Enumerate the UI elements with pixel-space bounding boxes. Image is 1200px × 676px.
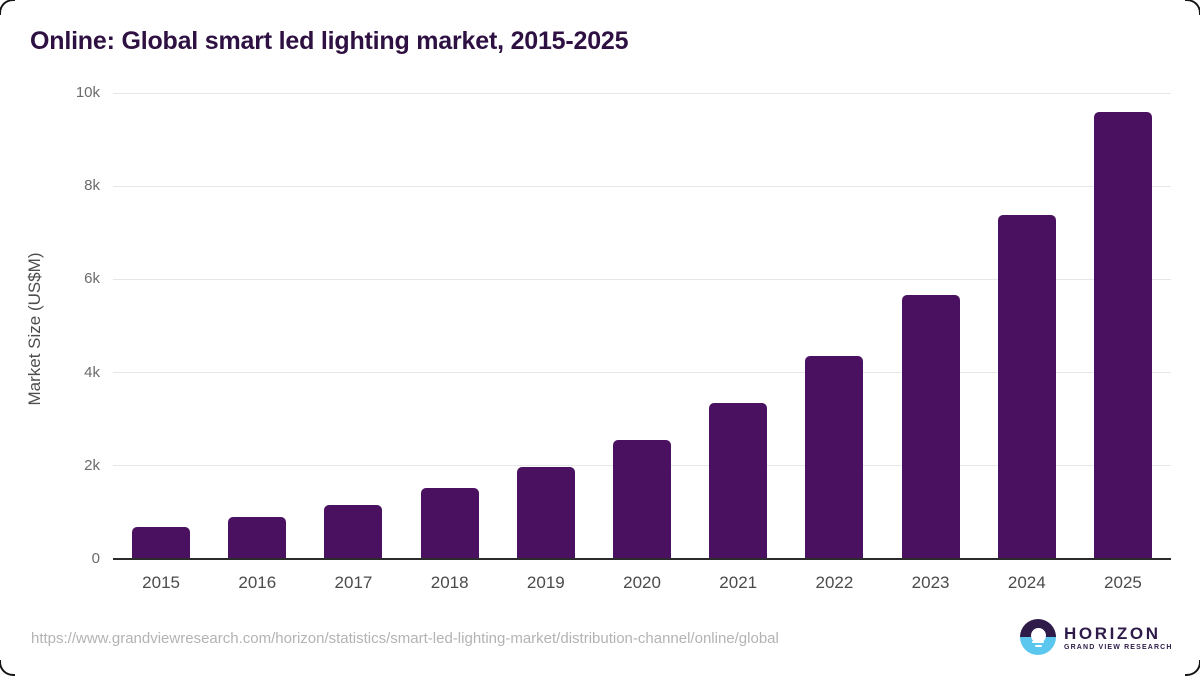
x-tick-label: 2021 bbox=[719, 573, 758, 592]
horizon-logo: HORIZON GRAND VIEW RESEARCH bbox=[1020, 619, 1173, 655]
screenshot-corner-bottom-right bbox=[1185, 660, 1200, 676]
y-tick-label: 4k bbox=[84, 363, 100, 381]
x-tick-label: 2016 bbox=[238, 573, 277, 592]
y-tick-label: 0 bbox=[91, 550, 100, 567]
x-tick-label: 2020 bbox=[623, 573, 661, 592]
bar bbox=[613, 439, 671, 559]
x-tick-label: 2017 bbox=[334, 573, 373, 592]
y-tick-label: 8k bbox=[84, 177, 100, 195]
logo-text: HORIZON GRAND VIEW RESEARCH bbox=[1064, 624, 1173, 651]
x-tick-label: 2018 bbox=[430, 573, 469, 592]
y-tick-label: 2k bbox=[84, 456, 100, 474]
bar bbox=[324, 504, 383, 559]
bar bbox=[132, 526, 191, 559]
x-axis-line bbox=[113, 558, 1171, 560]
grid-line bbox=[113, 185, 1171, 187]
horizon-sunset-icon bbox=[1020, 619, 1056, 655]
reflection-line-2 bbox=[1034, 645, 1042, 648]
page-title: Online: Global smart led lighting market… bbox=[30, 27, 629, 55]
x-tick-label: 2022 bbox=[815, 573, 854, 592]
logo-brand: HORIZON bbox=[1064, 623, 1161, 643]
x-tick-label: 2015 bbox=[142, 573, 180, 592]
bar bbox=[228, 517, 287, 559]
grid-line bbox=[113, 372, 1171, 374]
x-tick-label: 2025 bbox=[1104, 573, 1142, 592]
x-axis-tick-labels: 2015 2016 2017 2018 2019 2020 2021 2022 2023 2024… bbox=[113, 571, 1171, 595]
y-tick-label: 10k bbox=[75, 84, 100, 101]
y-tick-label: 6k bbox=[84, 270, 100, 288]
bar bbox=[805, 355, 864, 559]
x-tick-label: 2024 bbox=[1007, 573, 1046, 592]
reflection-line-1 bbox=[1032, 640, 1044, 643]
screenshot-corner-bottom-left bbox=[0, 660, 15, 676]
y-axis-tick-labels: 0 2k 4k 6k 8k 10k bbox=[0, 84, 100, 567]
source-url: https://www.grandviewresearch.com/horizo… bbox=[31, 630, 779, 647]
sun-glyph bbox=[1030, 628, 1046, 643]
grid-line bbox=[113, 278, 1171, 280]
grid-line bbox=[113, 92, 1171, 94]
bar bbox=[1093, 111, 1152, 559]
screenshot-corner-top-left bbox=[0, 0, 15, 15]
logo-tagline: GRAND VIEW RESEARCH bbox=[1064, 643, 1173, 651]
screenshot-corner-top-right bbox=[1185, 0, 1200, 15]
x-tick-label: 2019 bbox=[526, 573, 565, 592]
bar bbox=[997, 215, 1056, 559]
bar bbox=[901, 294, 960, 559]
plot-area bbox=[113, 92, 1171, 560]
bar bbox=[516, 466, 575, 559]
x-tick-label: 2023 bbox=[911, 573, 950, 592]
bar bbox=[420, 487, 479, 559]
bar bbox=[709, 403, 768, 559]
